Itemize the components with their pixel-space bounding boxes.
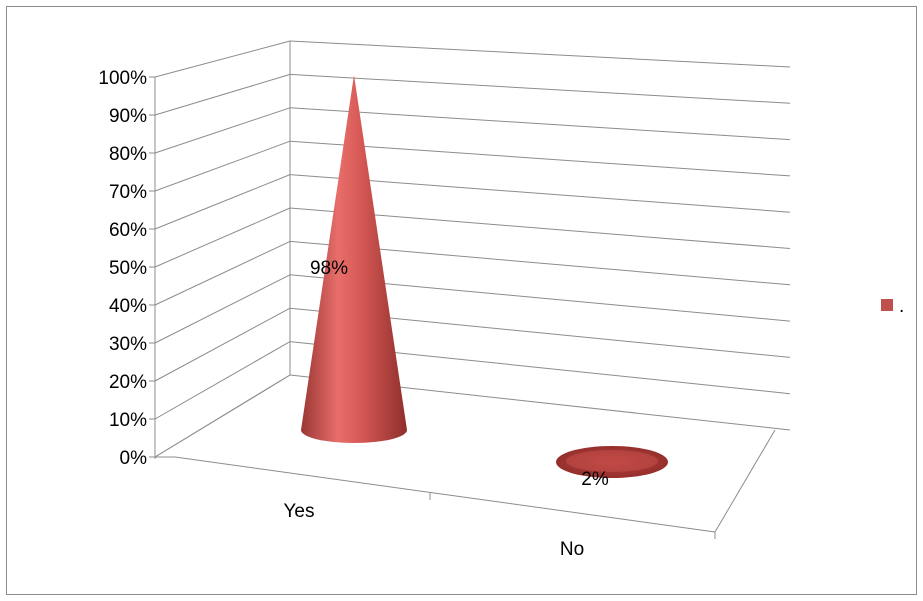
y-tick-label: 20% <box>109 372 147 393</box>
gridline <box>155 74 790 115</box>
legend-label: . <box>899 296 904 317</box>
gridline-side <box>155 141 290 191</box>
x-tick-label: Yes <box>284 501 315 522</box>
gridline-side <box>155 41 290 77</box>
chart-marks <box>301 75 668 478</box>
legend: . <box>881 296 904 317</box>
y-tick-label: 30% <box>109 334 147 355</box>
gridline-side <box>155 175 290 229</box>
cone-bar <box>556 446 668 478</box>
gridline <box>155 308 790 381</box>
gridline <box>155 275 790 343</box>
gridline-side <box>155 74 290 115</box>
y-tick-label: 60% <box>109 220 147 241</box>
gridline <box>155 41 790 77</box>
y-tick-label: 90% <box>109 106 147 127</box>
gridline <box>155 241 790 305</box>
floor-side-edge <box>155 375 290 457</box>
gridline-side <box>155 241 290 305</box>
gridline <box>155 175 790 229</box>
gridline-side <box>155 342 290 419</box>
gridline-side <box>155 308 290 381</box>
y-tick-label: 80% <box>109 144 147 165</box>
gridline <box>155 208 790 267</box>
gridline <box>155 141 790 191</box>
y-tick-label: 70% <box>109 182 147 203</box>
gridline-back <box>290 74 790 103</box>
chart-walls <box>155 41 790 459</box>
gridline <box>155 375 790 457</box>
gridline-side <box>155 275 290 343</box>
cone-base-highlight <box>566 450 658 472</box>
gridline-back <box>290 108 790 140</box>
y-axis-ticks: 0% 10% 20% 30% 40% 50% 60% 70% 80% 90% 100% <box>98 68 155 469</box>
y-tick-label: 0% <box>120 448 148 469</box>
data-label: 98% <box>310 258 348 279</box>
x-tick-label: No <box>560 539 584 560</box>
gridline-side <box>155 208 290 267</box>
gridline-back <box>290 41 790 67</box>
legend-swatch <box>881 299 893 311</box>
y-tick-label: 50% <box>109 258 147 279</box>
y-tick-label: 10% <box>109 410 147 431</box>
y-tick-label: 100% <box>98 68 147 89</box>
y-tick-label: 40% <box>109 296 147 317</box>
x-axis: Yes No <box>155 375 775 560</box>
floor-right-edge <box>715 430 775 532</box>
data-label: 2% <box>581 469 609 490</box>
gridline <box>155 108 790 153</box>
gridline <box>155 342 790 419</box>
gridline-side <box>155 108 290 153</box>
